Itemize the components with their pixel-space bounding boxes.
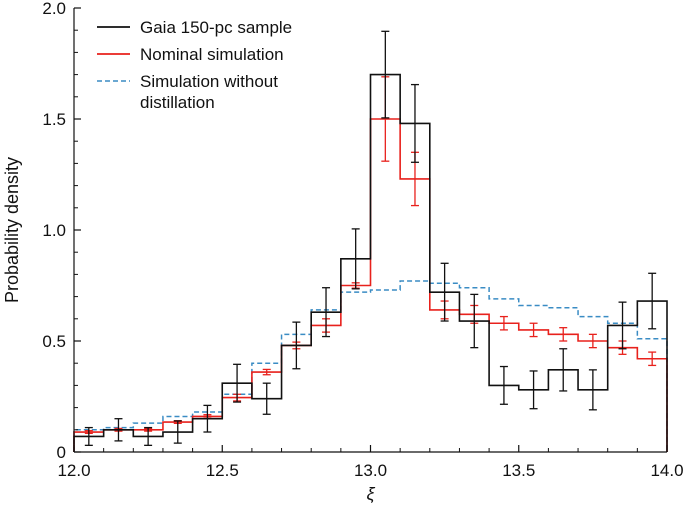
legend: Gaia 150-pc sample Nominal simulation Simu… (97, 18, 292, 112)
series-step-line (73, 73, 668, 452)
error-bar (529, 370, 538, 410)
error-bar (292, 321, 301, 370)
legend-label: Gaia 150-pc sample (140, 18, 292, 37)
series-simulation-without-distillation (73, 280, 668, 452)
error-bar (351, 228, 360, 290)
x-tick-label: 13.5 (502, 461, 535, 480)
error-bar (203, 404, 212, 433)
error-bar (529, 322, 538, 338)
error-bar (499, 315, 508, 331)
error-bar (648, 351, 657, 367)
error-bar (233, 363, 242, 403)
error-bar (114, 418, 123, 442)
error-bar (499, 365, 508, 405)
legend-label: Simulation without distillation (140, 72, 278, 112)
error-bar (262, 368, 271, 376)
series-gaia-150-pc-sample (73, 30, 668, 452)
y-tick-label: 1.0 (42, 221, 66, 240)
error-bar (588, 333, 597, 349)
ticks: 12.0 12.5 13.0 13.5 14.0 0 0.5 1.0 1.5 2.0 (42, 0, 683, 480)
error-bar (173, 420, 182, 444)
x-tick-label: 14.0 (650, 461, 683, 480)
error-bar (84, 426, 93, 446)
y-tick-label: 0 (57, 443, 66, 462)
error-bar (588, 369, 597, 411)
error-bar (381, 30, 390, 119)
x-tick-label: 12.5 (206, 461, 239, 480)
error-bar (322, 287, 331, 338)
histogram-layer (73, 30, 668, 452)
error-bar (470, 293, 479, 349)
legend-item: Gaia 150-pc sample (97, 18, 292, 37)
legend-item: Nominal simulation (97, 45, 284, 64)
y-tick-label: 0.5 (42, 332, 66, 351)
y-axis-label: Probability density (2, 157, 22, 303)
y-tick-label: 1.5 (42, 110, 66, 129)
legend-item: Simulation without distillation (97, 72, 278, 112)
error-bar (144, 426, 153, 446)
error-bar (262, 382, 271, 415)
error-bar (618, 301, 627, 350)
legend-label: Nominal simulation (140, 45, 284, 64)
x-tick-label: 12.0 (57, 461, 90, 480)
x-tick-label: 13.0 (354, 461, 387, 480)
error-bar (559, 348, 568, 392)
error-bar (440, 262, 449, 322)
series-step-line (73, 280, 668, 452)
y-tick-label: 2.0 (42, 0, 66, 18)
error-bar (410, 83, 419, 163)
error-bar (559, 327, 568, 342)
x-axis-label: ξ (366, 484, 375, 504)
error-bar (648, 272, 657, 330)
